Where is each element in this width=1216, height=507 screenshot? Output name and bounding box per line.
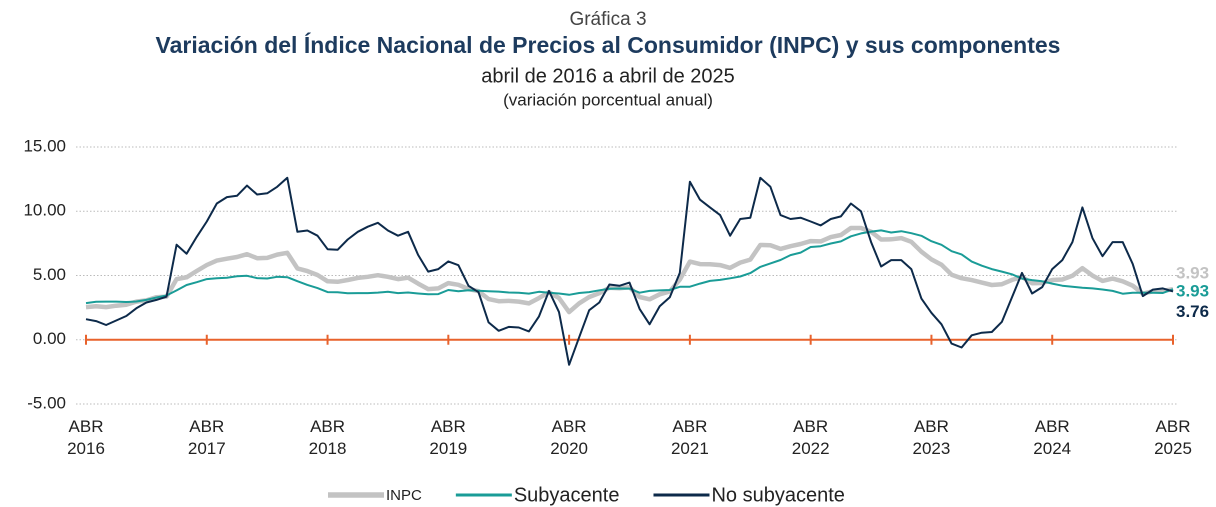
x-tick-label: ABR 2020 [550, 417, 588, 458]
y-tick-label: 10.00 [23, 201, 66, 220]
legend-label: Subyacente [514, 484, 620, 506]
y-tick-label: -5.00 [27, 393, 66, 412]
chart-subtitle: abril de 2016 a abril de 2025 [481, 65, 735, 87]
chart-number: Gráfica 3 [569, 9, 646, 30]
end-value-label: 3.93 [1176, 282, 1209, 301]
x-tick-label: ABR 2016 [67, 417, 105, 458]
x-tick-label: ABR 2022 [792, 417, 830, 458]
legend-label: INPC [386, 487, 422, 504]
x-tick-label: ABR 2019 [429, 417, 467, 458]
end-value-label: 3.76 [1176, 302, 1209, 321]
end-value-label: 3.93 [1176, 264, 1209, 283]
series-line [85, 225, 1174, 315]
series-line [85, 176, 1174, 366]
y-tick-label: 15.00 [23, 136, 66, 155]
chart-title: Variación del Índice Nacional de Precios… [156, 31, 1061, 58]
x-tick-label: ABR 2023 [913, 417, 951, 458]
series-line [85, 229, 1174, 305]
y-tick-label: 5.00 [33, 265, 66, 284]
x-tick-label: ABR 2025 [1154, 417, 1192, 458]
y-tick-label: 0.00 [33, 329, 66, 348]
x-tick-label: ABR 2017 [188, 417, 226, 458]
x-tick-label: ABR 2018 [309, 417, 347, 458]
x-tick-label: ABR 2024 [1033, 417, 1071, 458]
y-axis-label: (variación porcentual anual) [503, 90, 713, 109]
legend-label: No subyacente [711, 484, 844, 506]
x-tick-label: ABR 2021 [671, 417, 709, 458]
